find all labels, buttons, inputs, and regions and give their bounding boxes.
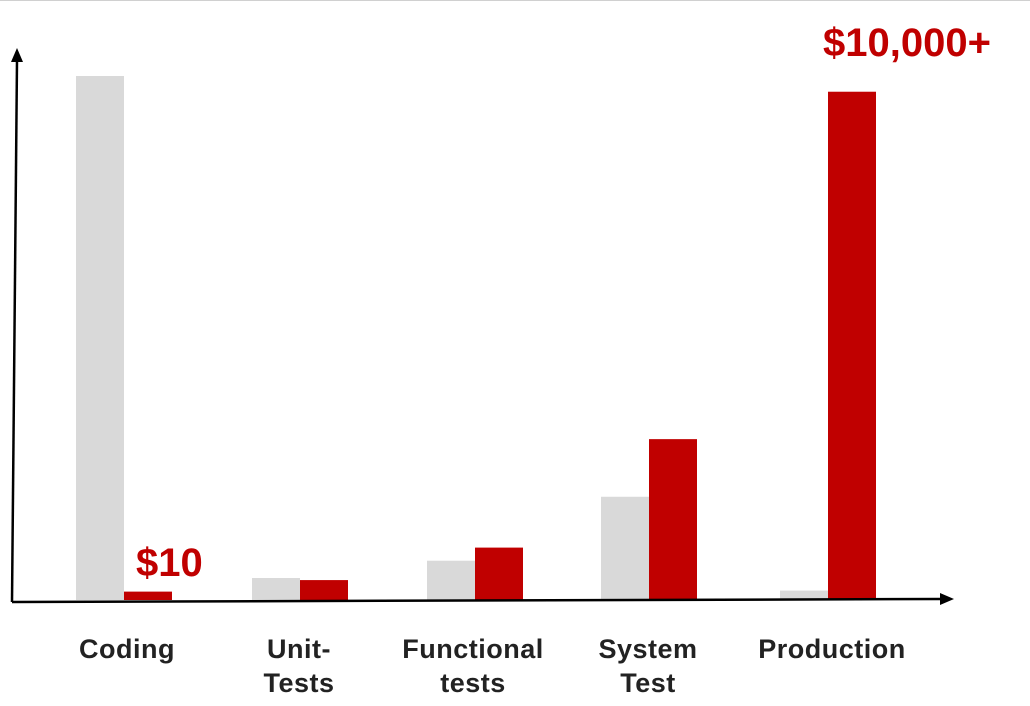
- bar-effort-2: [427, 560, 475, 600]
- bar-effort-4: [780, 590, 828, 600]
- cost-annotation-0: $10: [136, 541, 203, 585]
- category-label-0: Coding: [79, 634, 175, 664]
- top-rule: [0, 0, 1030, 1]
- bar-effort-0: [76, 76, 124, 600]
- bar-cost-0: [124, 591, 172, 600]
- category-label-1: Unit- Tests: [263, 634, 335, 698]
- y-axis-arrow: [11, 48, 23, 62]
- bar-cost-1: [300, 580, 348, 600]
- category-label-4: Production: [758, 634, 906, 664]
- x-axis-arrow: [940, 593, 954, 605]
- bar-cost-4: [828, 91, 876, 600]
- bar-effort-1: [252, 577, 300, 600]
- y-axis: [10, 59, 19, 603]
- bars-group: [76, 76, 876, 600]
- category-label-3: System Test: [598, 634, 698, 698]
- x-axis: [11, 597, 943, 604]
- axes-group: [10, 48, 954, 605]
- bar-cost-2: [475, 547, 523, 600]
- bar-effort-3: [601, 496, 649, 600]
- category-label-2: Functional tests: [402, 634, 544, 698]
- cost-annotation-1: $10,000+: [823, 21, 991, 65]
- bar-cost-3: [649, 439, 697, 600]
